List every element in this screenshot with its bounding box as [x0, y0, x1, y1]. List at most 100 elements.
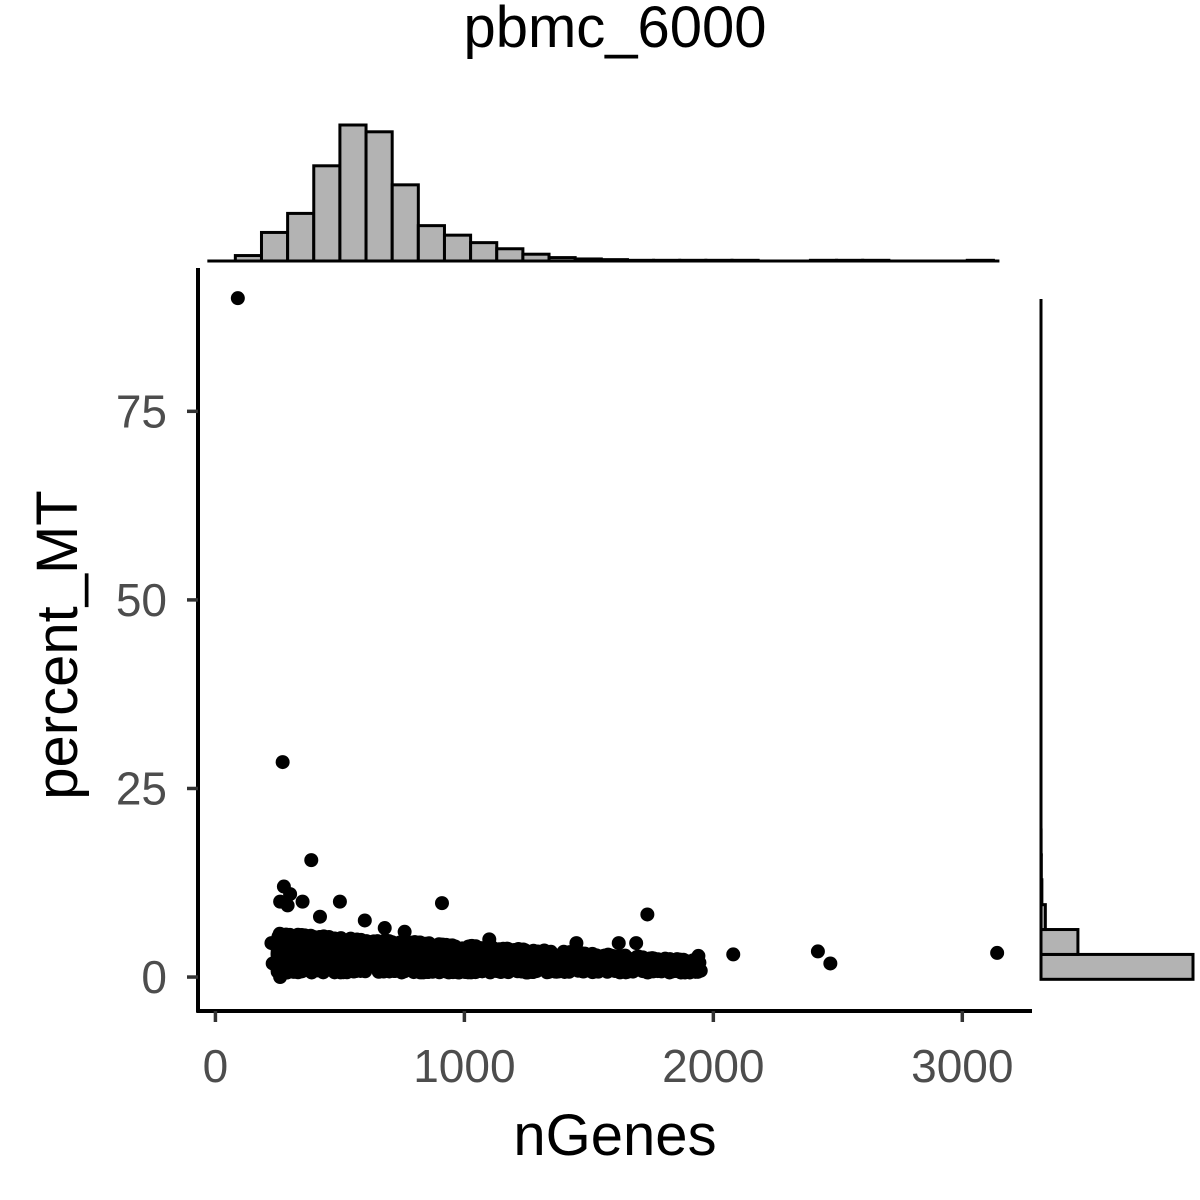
data-point [295, 894, 310, 909]
data-point [631, 949, 646, 964]
data-point [726, 947, 741, 962]
data-point [576, 951, 591, 966]
data-point [538, 961, 553, 976]
data-point [640, 907, 655, 922]
data-point [284, 963, 299, 978]
data-point [500, 941, 515, 956]
x-axis-title: nGenes [513, 1103, 716, 1168]
data-point [437, 948, 452, 963]
data-point [493, 964, 508, 979]
data-point [330, 959, 345, 974]
data-point [264, 936, 279, 951]
histogram-bar [312, 164, 342, 263]
data-point [378, 962, 393, 977]
data-point [377, 921, 392, 936]
data-point [310, 931, 325, 946]
x-tick-label: 0 [203, 1040, 229, 1092]
data-point [532, 947, 547, 962]
data-point [615, 952, 630, 967]
data-point [556, 952, 571, 967]
y-tick-label: 75 [116, 385, 167, 437]
y-tick-label: 25 [116, 762, 167, 814]
histogram-bar [286, 211, 316, 263]
data-point [587, 960, 602, 975]
y-tick-label: 50 [116, 574, 167, 626]
data-point [408, 951, 423, 966]
scatter-points [230, 291, 1005, 985]
axes: 0 1000 2000 3000 0 25 50 75 [116, 268, 1032, 1092]
data-point [310, 945, 325, 960]
data-point [280, 898, 295, 913]
histogram-bar [1039, 952, 1195, 981]
data-point [397, 924, 412, 939]
data-point [435, 962, 450, 977]
data-point [332, 894, 347, 909]
data-point [569, 936, 584, 951]
data-point [360, 947, 375, 962]
data-point [396, 944, 411, 959]
data-point [283, 887, 298, 902]
data-point [316, 965, 331, 980]
x-tick-label: 3000 [911, 1040, 1013, 1092]
data-point [691, 948, 706, 963]
data-point [390, 962, 405, 977]
marginal-x-histogram [207, 123, 1000, 263]
x-tick-label: 2000 [662, 1040, 764, 1092]
data-point [282, 930, 297, 945]
histogram-bar [469, 241, 499, 263]
data-point [273, 970, 288, 985]
data-point [359, 958, 374, 973]
data-point [574, 963, 589, 978]
histogram-bar [442, 233, 473, 263]
data-point [275, 755, 290, 770]
data-point [319, 954, 334, 969]
chart-title: pbmc_6000 [463, 0, 766, 60]
x-tick-label: 1000 [413, 1040, 515, 1092]
data-point [676, 952, 691, 967]
data-point [331, 946, 346, 961]
data-point [346, 964, 361, 979]
histogram-bar [338, 123, 368, 263]
data-point [459, 964, 474, 979]
data-point [644, 953, 659, 968]
data-point [810, 944, 825, 959]
data-point [601, 954, 616, 969]
histogram-bar [416, 224, 446, 263]
y-tick-label: 0 [141, 951, 167, 1003]
data-point [665, 963, 680, 978]
data-point [463, 943, 478, 958]
data-point [434, 896, 449, 911]
data-point [290, 942, 305, 957]
data-point [352, 936, 367, 951]
data-point [567, 950, 582, 965]
histogram-bar [1039, 928, 1080, 956]
data-point [380, 946, 395, 961]
data-point [629, 936, 644, 951]
data-point [611, 936, 626, 951]
histogram-bar [259, 230, 290, 263]
data-point [691, 958, 706, 973]
y-axis-title: percent_MT [25, 490, 90, 799]
data-point [304, 853, 319, 868]
data-point [410, 963, 425, 978]
histogram-bar [495, 247, 525, 263]
data-point [431, 937, 446, 952]
data-point [511, 942, 526, 957]
data-point [482, 932, 497, 947]
data-point [265, 956, 280, 971]
data-point [498, 953, 513, 968]
marginal-y-histogram [1039, 299, 1195, 981]
data-point [357, 913, 372, 928]
histogram-bar [390, 183, 420, 263]
data-point [230, 291, 245, 306]
data-point [479, 959, 494, 974]
data-point [509, 963, 524, 978]
data-point [423, 963, 438, 978]
data-point [990, 945, 1005, 960]
data-point [823, 956, 838, 971]
data-point [312, 909, 327, 924]
histogram-bar [364, 130, 394, 263]
data-point [421, 953, 436, 968]
data-point [613, 964, 628, 979]
